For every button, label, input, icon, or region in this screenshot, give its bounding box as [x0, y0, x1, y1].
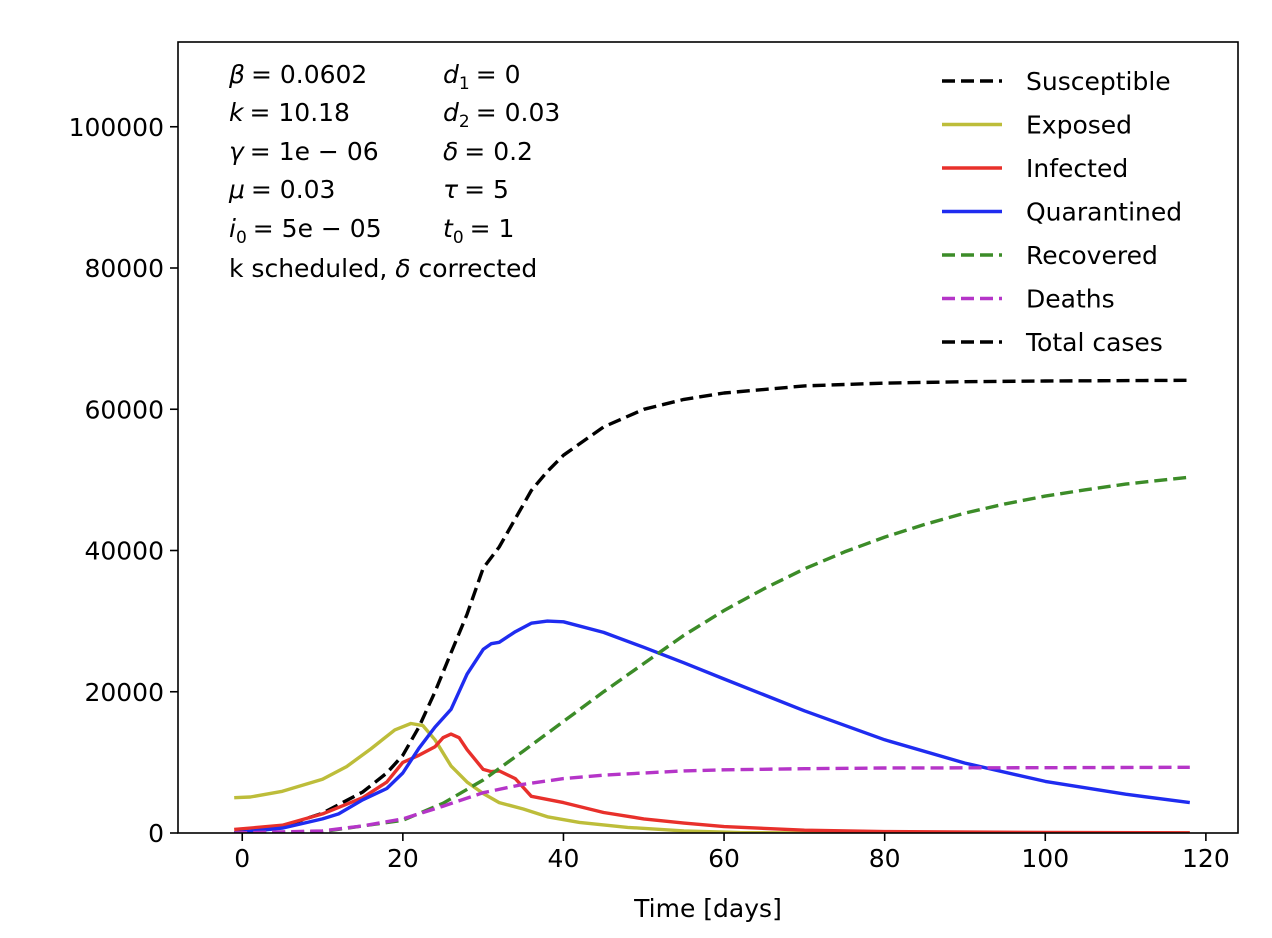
- y-tick-label: 20000: [84, 678, 164, 707]
- param-k: k = 10.18: [229, 98, 350, 127]
- legend-label: Total cases: [1025, 328, 1163, 357]
- param-d2: d2 = 0.03: [443, 98, 560, 132]
- x-tick-label: 120: [1182, 844, 1230, 873]
- param-mu: μ = 0.03: [228, 175, 335, 204]
- legend-label: Recovered: [1026, 241, 1158, 270]
- x-axis-ticks: 0 20 40 60 80 100 120: [234, 833, 1230, 873]
- y-tick-label: 40000: [84, 537, 164, 566]
- x-tick-label: 60: [708, 844, 740, 873]
- x-tick-label: 100: [1021, 844, 1069, 873]
- legend-label: Quarantined: [1026, 198, 1182, 227]
- series-line-recovered: [234, 475, 1190, 833]
- param-beta: β = 0.0602: [228, 60, 367, 89]
- x-axis-label: Time [days]: [633, 894, 782, 923]
- series-line-exposed: [234, 721, 1190, 833]
- param-i0: i0 = 5e − 05: [229, 214, 382, 248]
- y-tick-label: 80000: [84, 254, 164, 283]
- param-tau: τ = 5: [443, 175, 509, 204]
- y-tick-label: 100000: [69, 113, 164, 142]
- x-tick-label: 20: [387, 844, 419, 873]
- legend-label: Susceptible: [1026, 67, 1171, 96]
- legend: Susceptible Exposed Infected Quarantined Rec…: [942, 67, 1182, 357]
- parameter-annotations: β = 0.0602 k = 10.18 γ = 1e − 06 μ = 0.03 i0…: [228, 60, 560, 283]
- plot-frame: [177, 41, 1239, 834]
- x-tick-label: 40: [548, 844, 580, 873]
- legend-label: Deaths: [1026, 285, 1115, 314]
- param-delta: δ = 0.2: [443, 137, 533, 166]
- param-note: k scheduled, δ corrected: [229, 254, 537, 283]
- y-tick-label: 60000: [84, 395, 164, 424]
- x-tick-label: 0: [234, 844, 250, 873]
- series-line-deaths: [234, 765, 1190, 833]
- y-axis-ticks: 0 20000 40000 60000 80000 100000: [69, 113, 178, 848]
- param-t0: t0 = 1: [443, 214, 514, 248]
- param-gamma: γ = 1e − 06: [229, 137, 379, 166]
- x-tick-label: 80: [869, 844, 901, 873]
- legend-label: Infected: [1026, 154, 1128, 183]
- series-layer: [233, 378, 1191, 833]
- param-d1: d1 = 0: [443, 60, 521, 94]
- series-line-susceptible: [233, 378, 1190, 833]
- legend-label: Exposed: [1026, 111, 1132, 140]
- series-line-quarantined: [234, 619, 1191, 833]
- series-line-infected: [234, 732, 1190, 833]
- y-tick-label: 0: [148, 819, 164, 848]
